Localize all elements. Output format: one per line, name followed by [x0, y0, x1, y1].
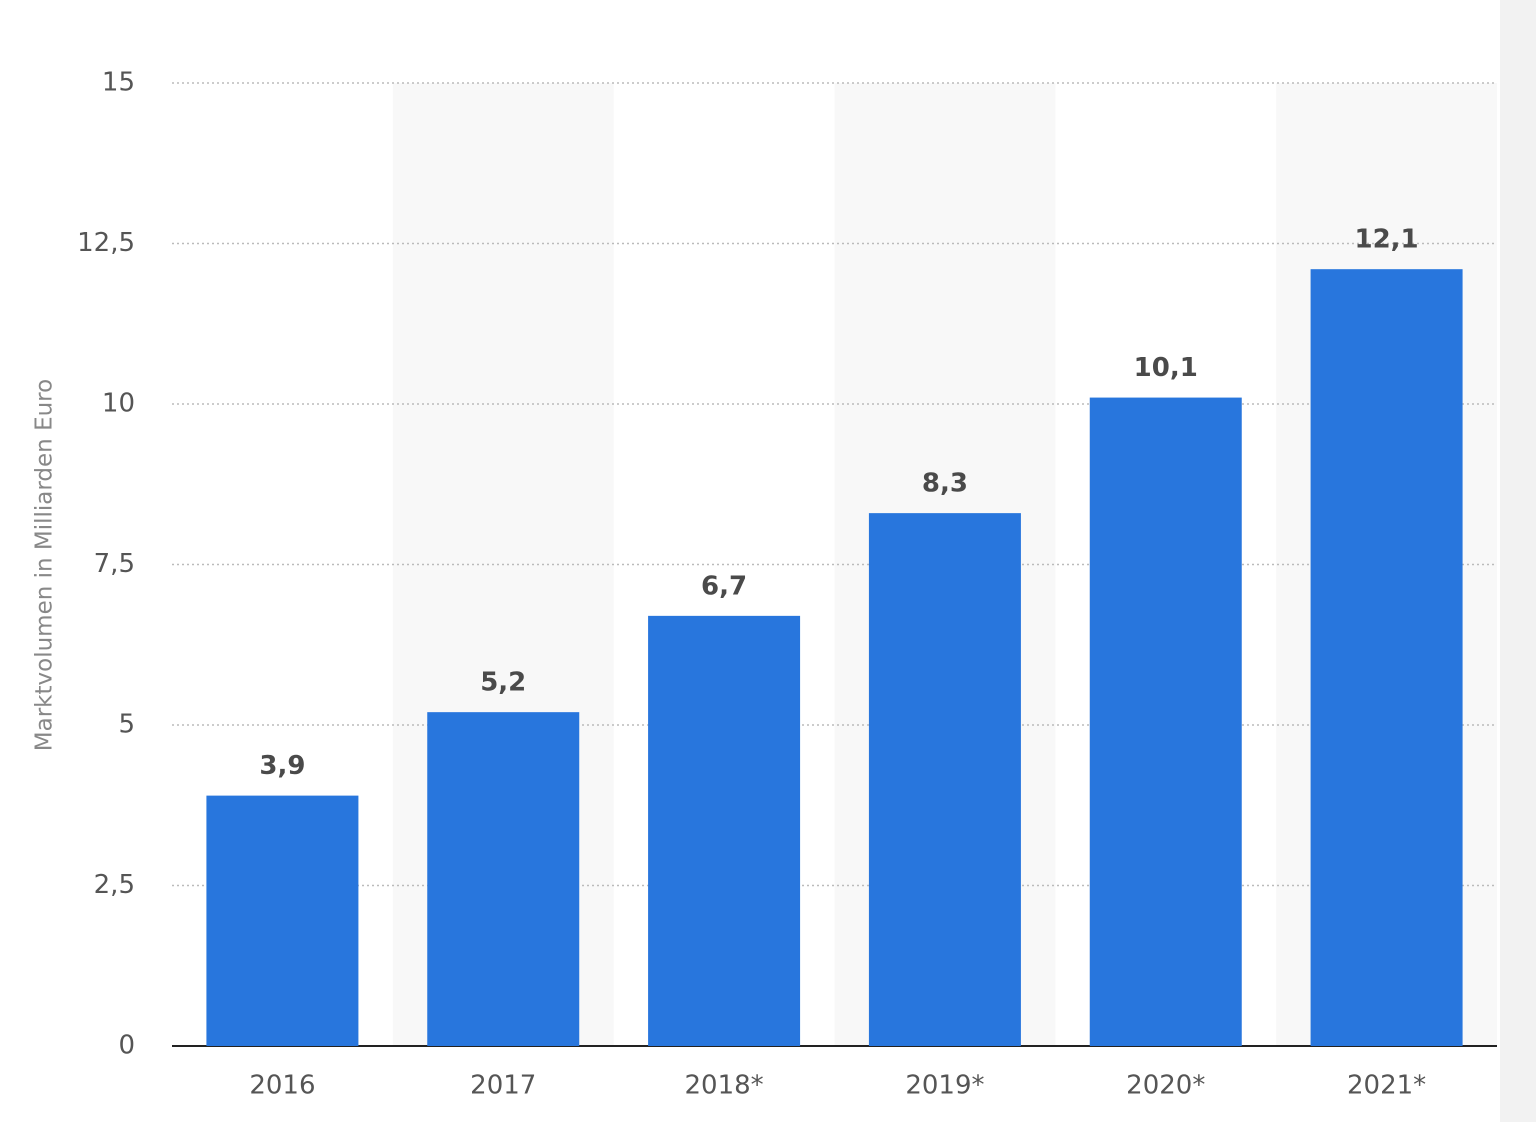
x-tick-label: 2016 — [249, 1071, 315, 1101]
x-tick-label: 2020* — [1126, 1071, 1205, 1101]
value-label: 6,7 — [701, 571, 747, 601]
y-tick-label: 12,5 — [77, 228, 135, 258]
y-tick-label: 15 — [102, 68, 135, 98]
bar — [1310, 269, 1463, 1046]
bar — [648, 615, 801, 1046]
y-tick-label: 2,5 — [94, 870, 135, 900]
bar — [206, 795, 359, 1046]
value-label: 8,3 — [922, 469, 968, 499]
y-tick-label: 10 — [102, 389, 135, 419]
bar — [427, 712, 580, 1046]
y-tick-label: 7,5 — [94, 549, 135, 579]
x-tick-label: 2017 — [470, 1071, 536, 1101]
side-shadow — [1500, 0, 1536, 1122]
x-tick-label: 2018* — [684, 1071, 763, 1101]
value-label: 5,2 — [480, 668, 526, 698]
bar — [1089, 397, 1242, 1047]
value-label: 10,1 — [1134, 353, 1198, 383]
y-tick-label: 0 — [118, 1031, 135, 1061]
value-label: 3,9 — [259, 751, 305, 781]
x-tick-label: 2021* — [1347, 1071, 1426, 1101]
value-label: 12,1 — [1355, 225, 1419, 255]
y-axis-label: Marktvolumen in Milliarden Euro — [32, 379, 58, 751]
x-tick-label: 2019* — [905, 1071, 984, 1101]
bar — [868, 513, 1021, 1046]
y-tick-label: 5 — [118, 710, 135, 740]
